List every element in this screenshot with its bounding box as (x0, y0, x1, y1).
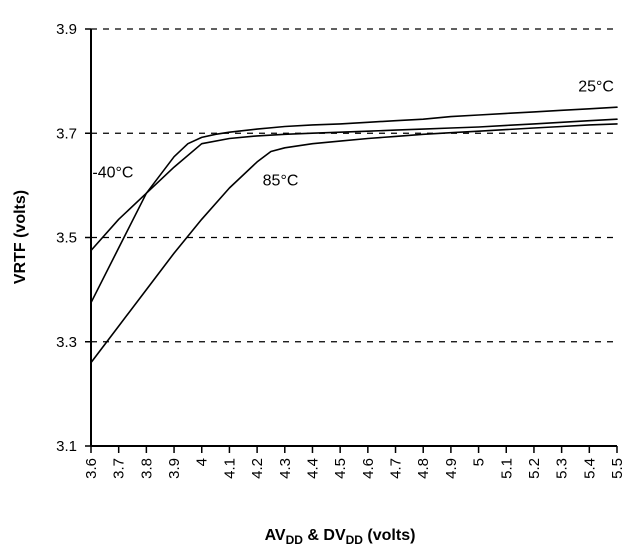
x-tick-label: 5.4 (581, 458, 598, 479)
y-tick-label: 3.5 (56, 230, 77, 247)
series-line (90, 118, 618, 252)
x-tick-label: 5.3 (554, 458, 571, 479)
x-tick-label: 3.9 (166, 458, 183, 479)
x-tick-label: 4 (194, 458, 211, 466)
series-line (90, 106, 618, 304)
x-tick-label: 4.4 (304, 458, 321, 479)
x-tick-label: 5 (471, 458, 488, 466)
series-line (90, 123, 618, 364)
x-ticks: 3.6 3.7 3.8 3.9 4 4.1 4.2 4.3 4.4 4.5 4.6 4.7 4.8 4.9… (83, 446, 624, 479)
x-tick-label: 4.2 (249, 458, 266, 479)
x-tick-label: 4.5 (332, 458, 349, 479)
x-tick-label: 4.7 (388, 458, 405, 479)
x-axis-title-subscript: DD (286, 533, 304, 547)
y-axis-title: VRTF (volts) (12, 190, 29, 284)
series-label: 85°C (263, 172, 299, 189)
y-tick-label: 3.9 (56, 21, 77, 38)
series-lines (90, 106, 618, 364)
series-label: 25°C (578, 79, 614, 96)
x-tick-label: 5.2 (526, 458, 543, 479)
series-labels: 25°C -40°C 85°C (92, 79, 614, 190)
x-tick-label: 4.9 (443, 458, 460, 479)
x-axis-title-subscript: DD (346, 533, 364, 547)
gridlines (91, 28, 617, 343)
x-tick-label: 3.8 (138, 458, 155, 479)
x-axis-title-part: (volts) (363, 527, 415, 544)
y-tick-label: 3.7 (56, 125, 77, 142)
x-tick-label: 4.8 (415, 458, 432, 479)
x-axis-title-part: & DV (303, 527, 346, 544)
y-tick-label: 3.1 (56, 438, 77, 455)
x-tick-label: 3.7 (111, 458, 128, 479)
x-tick-label: 5.1 (498, 458, 515, 479)
x-axis-title-part: AV (265, 527, 286, 544)
x-tick-label: 3.6 (83, 458, 100, 479)
y-ticks: 3.1 3.3 3.5 3.7 3.9 (56, 21, 91, 455)
x-axis-title: AVDD & DVDD (volts) (265, 527, 416, 547)
series-label: -40°C (92, 165, 133, 182)
x-tick-label: 4.1 (221, 458, 238, 479)
x-tick-label: 5.5 (609, 458, 624, 479)
x-tick-label: 4.6 (360, 458, 377, 479)
x-tick-label: 4.3 (277, 458, 294, 479)
y-tick-label: 3.3 (56, 334, 77, 351)
